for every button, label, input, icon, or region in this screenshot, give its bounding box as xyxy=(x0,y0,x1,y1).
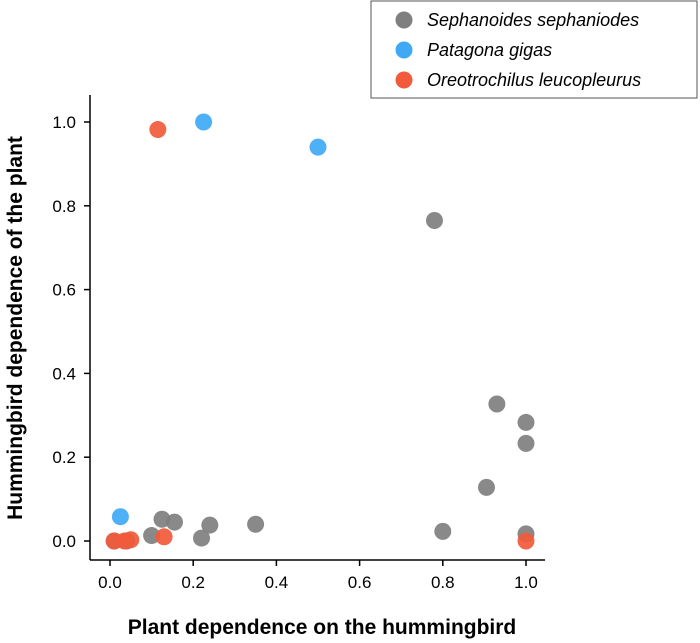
x-tick-label: 1.0 xyxy=(514,573,538,592)
legend: Sephanoides sephaniodes Patagona gigas O… xyxy=(370,0,698,99)
x-ticks: 0.0 0.2 0.4 0.6 0.8 1.0 xyxy=(98,560,538,592)
legend-marker-sephanoides xyxy=(395,11,413,29)
y-tick-label: 0.6 xyxy=(52,281,76,300)
point-oreotrochilus xyxy=(122,531,140,549)
point-oreotrochilus xyxy=(149,121,167,139)
legend-marker-oreotrochilus xyxy=(395,71,413,89)
legend-marker-patagona xyxy=(395,41,413,59)
point-sephanoides xyxy=(434,522,452,540)
legend-label-sephanoides: Sephanoides sephaniodes xyxy=(427,10,639,30)
legend-label-patagona: Patagona gigas xyxy=(427,40,552,60)
point-patagona xyxy=(195,113,213,131)
point-sephanoides xyxy=(477,478,495,496)
x-tick-label: 0.2 xyxy=(181,573,205,592)
x-tick-label: 0.0 xyxy=(98,573,122,592)
point-sephanoides xyxy=(488,395,506,413)
point-sephanoides xyxy=(193,529,211,547)
y-tick-label: 0.2 xyxy=(52,448,76,467)
y-tick-label: 1.0 xyxy=(52,113,76,132)
data-points xyxy=(105,113,535,550)
x-tick-label: 0.6 xyxy=(348,573,372,592)
point-oreotrochilus xyxy=(155,528,173,546)
y-ticks: 0.0 0.2 0.4 0.6 0.8 1.0 xyxy=(52,113,90,551)
point-sephanoides xyxy=(517,434,535,452)
point-sephanoides xyxy=(201,516,219,534)
legend-box xyxy=(370,0,698,99)
x-axis-title: Plant dependence on the hummingbird xyxy=(128,616,517,639)
point-oreotrochilus xyxy=(517,532,535,550)
point-sephanoides xyxy=(247,515,265,533)
x-tick-label: 0.4 xyxy=(265,573,289,592)
legend-label-oreotrochilus: Oreotrochilus leucopleurus xyxy=(427,70,641,90)
y-tick-label: 0.4 xyxy=(52,364,76,383)
point-patagona xyxy=(111,508,129,526)
point-sephanoides xyxy=(165,513,183,531)
point-sephanoides xyxy=(517,413,535,431)
x-tick-label: 0.8 xyxy=(431,573,455,592)
point-patagona xyxy=(309,138,327,156)
y-axis-title: Hummingbird dependence of the plant xyxy=(4,136,27,520)
point-sephanoides xyxy=(425,211,443,229)
y-tick-label: 0.8 xyxy=(52,197,76,216)
point-sephanoides xyxy=(143,527,161,545)
y-tick-label: 0.0 xyxy=(52,532,76,551)
